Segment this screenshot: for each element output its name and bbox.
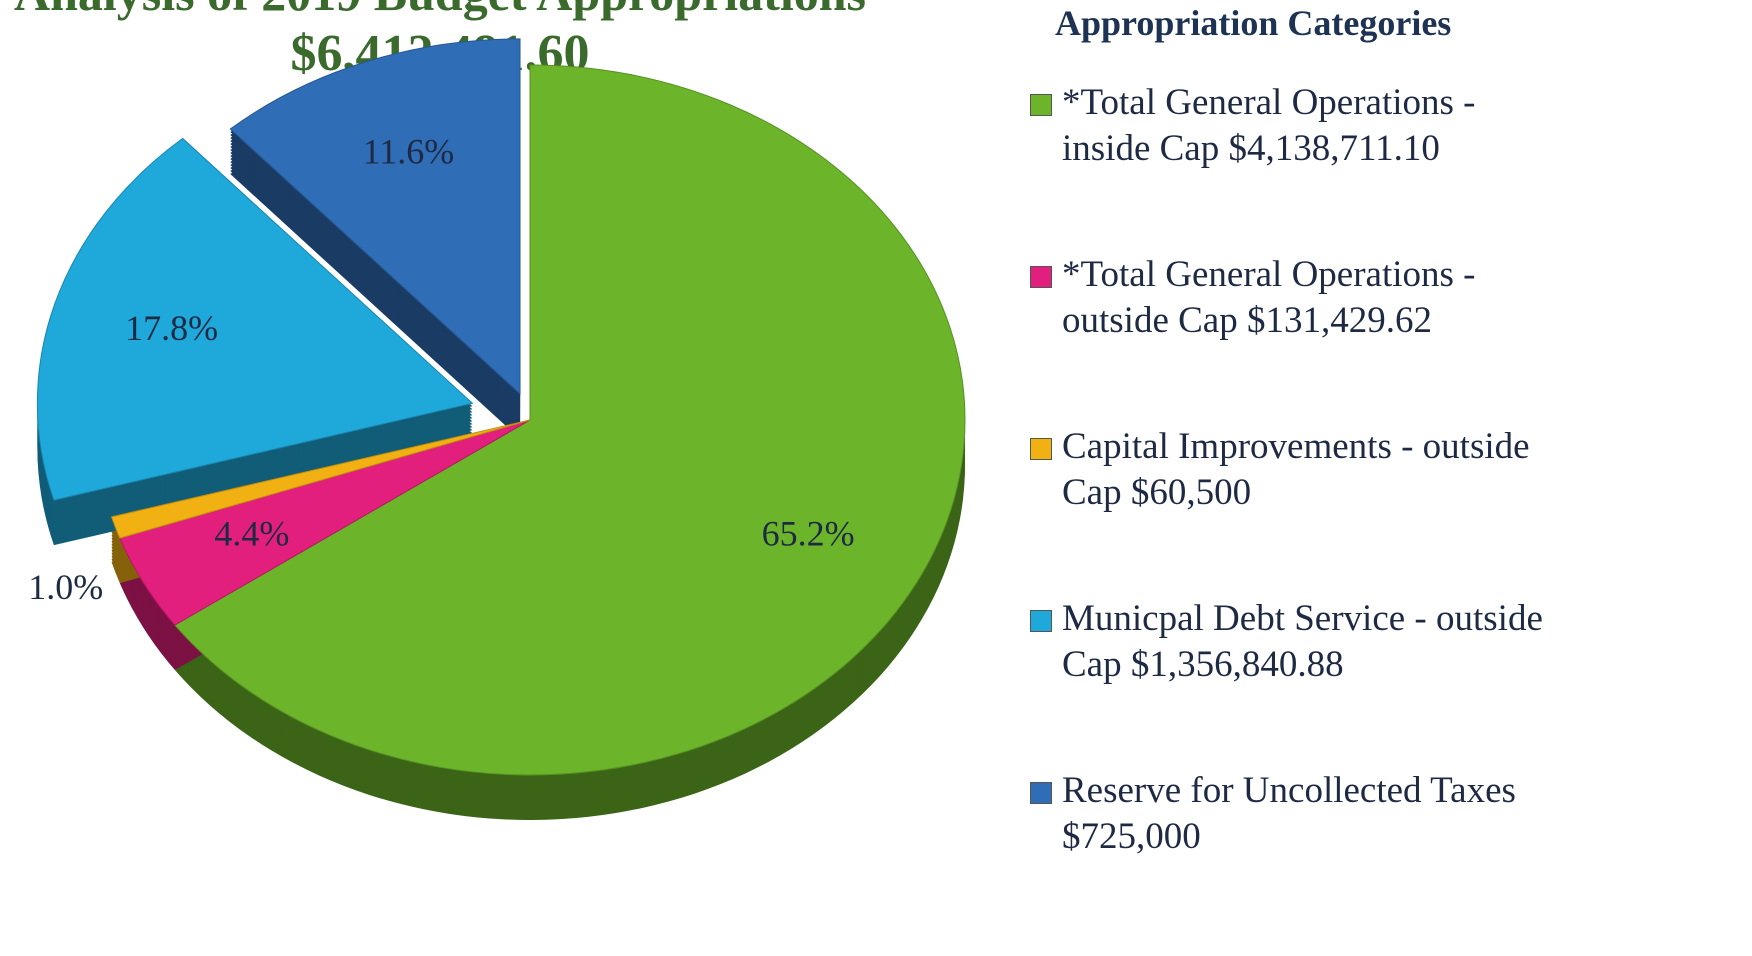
pie-slice (110, 419, 531, 539)
chart-title: Analysis of 2019 Budget Appropriations (14, 0, 866, 21)
data-label: 1.0% (28, 567, 103, 607)
pie-slice (36, 137, 474, 501)
legend-label: Municpal Debt Service - outside Cap $1,3… (1062, 598, 1543, 685)
legend-title: Appropriation Categories (1055, 3, 1452, 43)
legend-swatch (1030, 94, 1052, 116)
legend-swatch (1030, 438, 1052, 460)
legend-swatch (1030, 610, 1052, 632)
data-label: 17.8% (125, 308, 218, 348)
data-label: 11.6% (363, 131, 455, 171)
legend-label: *Total General Operations - inside Cap $… (1062, 82, 1476, 169)
legend-item: *Total General Operations - inside Cap $… (1030, 80, 1550, 172)
data-label: 4.4% (214, 514, 289, 554)
legend-label: Capital Improvements - outside Cap $60,5… (1062, 426, 1530, 513)
legend-label: Reserve for Uncollected Taxes $725,000 (1062, 770, 1516, 857)
pie-slice (229, 38, 521, 395)
pie-tops (36, 38, 966, 776)
pie-labels: 65.2% 4.4% 1.0% 17.8% 11.6% (28, 131, 854, 606)
legend-label: *Total General Operations - outside Cap … (1062, 254, 1476, 341)
legend-item: *Total General Operations - outside Cap … (1030, 252, 1550, 344)
pie-slice (174, 64, 966, 776)
data-label: 65.2% (762, 514, 855, 554)
legend-item: Municpal Debt Service - outside Cap $1,3… (1030, 596, 1550, 688)
legend-item: Capital Improvements - outside Cap $60,5… (1030, 424, 1550, 516)
legend-swatch (1030, 782, 1052, 804)
legend-item: Reserve for Uncollected Taxes $725,000 (1030, 768, 1550, 860)
legend-swatch (1030, 266, 1052, 288)
